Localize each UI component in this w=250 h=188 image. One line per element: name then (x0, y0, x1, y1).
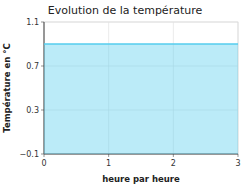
x-tick-label: 3 (235, 159, 240, 168)
axes: 0 1 2 3 −0.1 0.3 0.7 1.1 (20, 18, 241, 168)
x-tick-label: 2 (171, 159, 176, 168)
y-tick-label: −0.1 (20, 150, 39, 159)
chart-svg: 0 1 2 3 −0.1 0.3 0.7 1.1 Evolution de la tempéra… (0, 0, 250, 188)
chart-root: 0 1 2 3 −0.1 0.3 0.7 1.1 Evolution de la tempéra… (0, 0, 250, 188)
y-tick-label: 0.3 (26, 106, 39, 115)
data-layer (44, 44, 238, 154)
y-tick-label: 1.1 (26, 18, 39, 27)
chart-title: Evolution de la température (48, 4, 203, 17)
y-grid-line (44, 22, 238, 23)
grid (44, 22, 238, 154)
y-tick-label: 0.7 (26, 62, 39, 71)
plot-area (44, 22, 238, 154)
area-line (44, 43, 238, 45)
area-fill (44, 44, 238, 154)
x-axis-label: heure par heure (102, 174, 180, 184)
y-axis-label: Température en °C (2, 43, 12, 132)
x-tick-label: 1 (106, 159, 111, 168)
x-tick-label: 0 (41, 159, 46, 168)
